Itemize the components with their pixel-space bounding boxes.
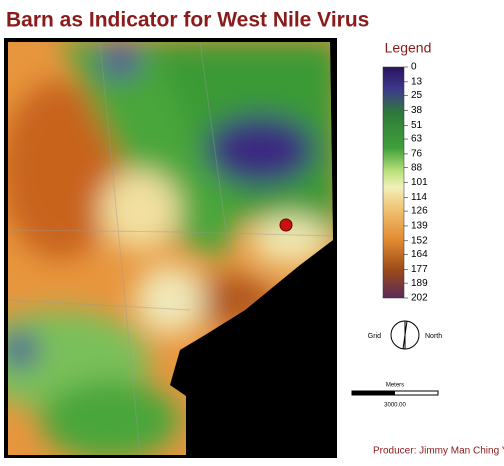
credit: Producer: Jimmy Man Ching YIP: [373, 446, 504, 457]
scale-unit: Meters: [386, 383, 404, 389]
barn-marker: [279, 218, 293, 232]
legend-tick-label: 152: [411, 235, 428, 246]
legend-tick-label: 202: [411, 293, 428, 304]
legend-title: Legend: [385, 40, 432, 56]
legend-colorbar: [382, 66, 405, 299]
legend-tick-label: 177: [411, 264, 428, 275]
legend-tick-label: 38: [411, 105, 423, 116]
legend-ticks: 0 13 25 38 51 63 76 88 101 114 126 139 152 164 177 189 2…: [404, 62, 428, 304]
legend-tick-label: 13: [411, 77, 423, 88]
legend-tick-label: 88: [411, 162, 423, 173]
legend-tick-label: 63: [411, 134, 423, 145]
legend-tick-label: 126: [411, 206, 428, 217]
scale-length: 3000.00: [384, 403, 406, 409]
legend-tick-label: 25: [411, 90, 423, 101]
legend-tick-label: 189: [411, 278, 428, 289]
legend-tick-label: 51: [411, 120, 423, 131]
scale-bar-segment: [352, 391, 395, 395]
legend-tick-label: 101: [411, 177, 428, 188]
legend-tick-label: 0: [411, 62, 417, 73]
legend-tick-label: 139: [411, 221, 428, 232]
legend-tick-label: 164: [411, 249, 428, 260]
grid-needle: [402, 320, 408, 350]
north-label: North: [425, 333, 442, 340]
grid-label: Grid: [368, 333, 381, 340]
map-raster: [8, 42, 333, 455]
legend-tick-label: 76: [411, 149, 423, 160]
title: Barn as Indicator for West Nile Virus: [6, 9, 369, 32]
legend-tick-label: 114: [411, 192, 427, 203]
